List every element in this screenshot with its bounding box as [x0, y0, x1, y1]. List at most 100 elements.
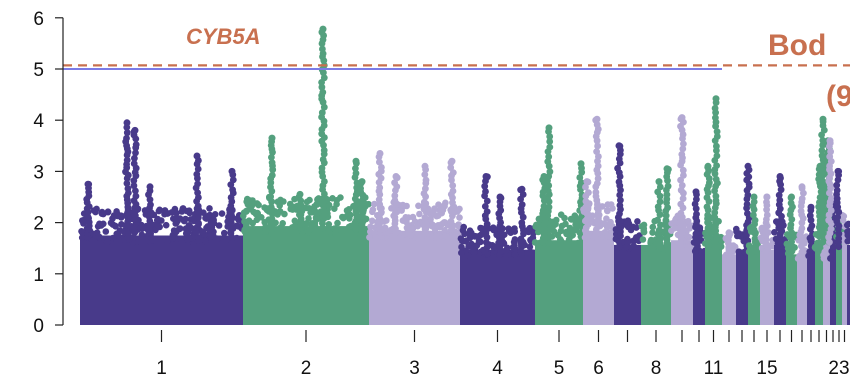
snp-point — [173, 214, 181, 222]
peak-point — [788, 193, 795, 201]
peak-point — [692, 188, 700, 196]
y-tick-label: 2 — [33, 214, 44, 235]
snp-point — [604, 201, 612, 208]
snp-point — [657, 221, 664, 229]
peak-point — [392, 173, 400, 180]
snp-point — [733, 228, 740, 235]
snp-point — [717, 243, 724, 250]
snp-point — [173, 219, 180, 227]
snp-point — [433, 233, 440, 241]
snp-point — [639, 236, 647, 243]
chromosome-13-points — [733, 162, 753, 325]
snp-point — [298, 221, 305, 228]
snp-point — [481, 182, 489, 190]
chromosome-18-points — [794, 183, 810, 325]
chromosome-7-points — [612, 142, 643, 325]
chromosome-17-points — [783, 193, 800, 325]
chromosome-1-points — [78, 119, 246, 325]
snp-point — [168, 209, 175, 216]
snp-point — [93, 205, 100, 213]
snp-point — [84, 208, 92, 216]
y-tick-label: 3 — [33, 162, 44, 183]
chromosome-15-points — [757, 193, 777, 325]
chromosome-25-dense-band — [847, 244, 850, 325]
snp-point — [132, 192, 140, 200]
snp-point — [483, 208, 491, 216]
snp-point — [274, 211, 281, 218]
snp-point — [827, 225, 835, 233]
snp-point — [319, 156, 327, 163]
snp-point — [601, 229, 609, 236]
snp-point — [455, 222, 463, 230]
chart-subtitle: (9 — [826, 80, 850, 113]
y-axis: 0 1 2 3 4 5 6 — [33, 9, 64, 337]
snp-point — [320, 207, 328, 215]
peak-point — [593, 115, 601, 123]
snp-point — [713, 128, 721, 136]
snp-point — [833, 181, 841, 189]
snp-point — [576, 174, 584, 181]
snp-point — [245, 217, 253, 224]
chromosome-7-dense-band — [614, 244, 641, 325]
snp-point — [712, 114, 719, 122]
snp-point — [763, 211, 771, 219]
chromosome-2-dense-band — [243, 226, 369, 325]
snp-point — [623, 243, 630, 251]
snp-point — [712, 192, 720, 200]
snp-point — [678, 151, 686, 158]
peak-point — [496, 193, 504, 201]
peak-point — [448, 157, 456, 165]
chromosome-12-dense-band — [722, 254, 736, 325]
snp-point — [391, 197, 399, 204]
snp-point — [624, 218, 631, 225]
snp-point — [253, 216, 261, 224]
peak-point — [678, 114, 686, 122]
snp-point — [223, 236, 230, 243]
snp-point — [469, 245, 477, 252]
snp-point — [762, 228, 770, 235]
snp-point — [210, 220, 218, 227]
snp-point — [649, 223, 657, 231]
snp-point — [303, 198, 311, 206]
snp-point — [205, 212, 212, 220]
snp-point — [416, 210, 423, 218]
snp-point — [311, 222, 319, 230]
snp-point — [229, 186, 237, 194]
snp-point — [654, 216, 661, 224]
snp-point — [318, 109, 326, 117]
snp-point — [518, 201, 526, 209]
snp-point — [277, 224, 285, 231]
snp-point — [818, 147, 826, 154]
snp-point — [331, 230, 339, 237]
snp-point — [483, 239, 490, 246]
snp-point — [457, 235, 465, 242]
snp-point — [318, 83, 326, 91]
snp-point — [194, 234, 202, 241]
peak-point — [798, 183, 806, 191]
snp-point — [671, 218, 678, 226]
chromosome-6-dense-band — [583, 230, 614, 325]
snp-point — [447, 164, 455, 172]
snp-point — [89, 237, 96, 245]
peak-point — [268, 134, 276, 142]
snp-point — [775, 191, 783, 199]
peak-point — [84, 180, 92, 188]
snp-point — [215, 222, 223, 229]
snp-point — [557, 211, 565, 218]
snp-point — [844, 237, 850, 245]
snp-point — [253, 228, 261, 236]
snp-point — [693, 239, 701, 246]
snp-point — [254, 209, 261, 217]
snp-point — [268, 154, 275, 161]
snp-point — [320, 146, 328, 154]
snp-point — [131, 224, 138, 232]
snp-point — [677, 200, 685, 208]
snp-point — [693, 195, 700, 203]
snp-point — [528, 249, 536, 256]
snp-point — [229, 224, 237, 232]
snp-point — [102, 228, 110, 235]
snp-point — [227, 219, 235, 227]
snp-point — [776, 196, 784, 204]
snp-point — [140, 224, 147, 231]
snp-point — [711, 214, 719, 222]
